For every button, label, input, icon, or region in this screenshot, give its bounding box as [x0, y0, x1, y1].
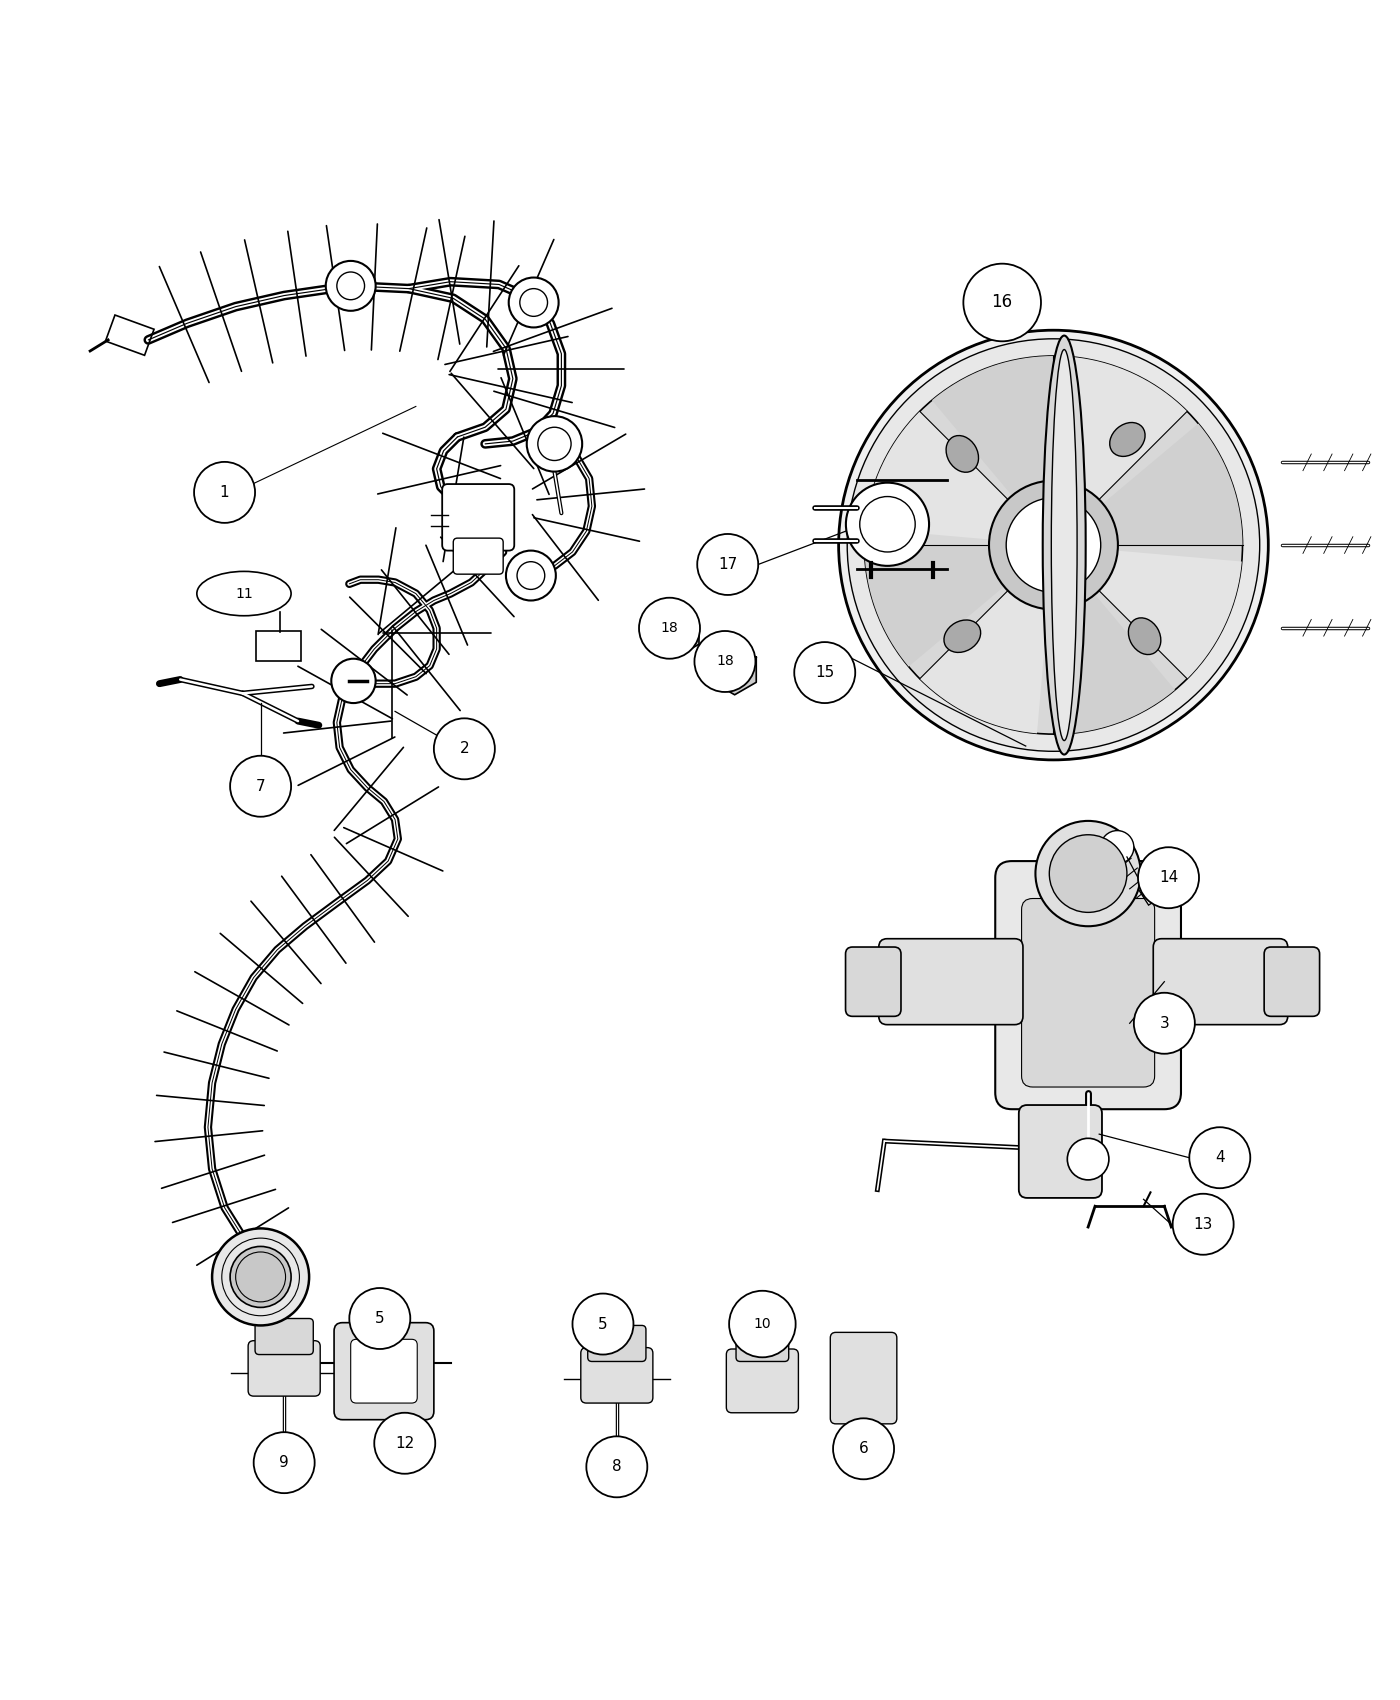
FancyBboxPatch shape: [727, 1350, 798, 1413]
Circle shape: [374, 1413, 435, 1474]
FancyBboxPatch shape: [830, 1333, 897, 1425]
Circle shape: [697, 534, 759, 595]
Circle shape: [1134, 993, 1194, 1054]
Circle shape: [729, 1290, 795, 1357]
Ellipse shape: [1051, 350, 1077, 741]
Circle shape: [326, 260, 375, 311]
Circle shape: [1050, 835, 1127, 913]
Text: 16: 16: [991, 294, 1012, 311]
Text: 17: 17: [718, 558, 738, 571]
Circle shape: [526, 416, 582, 471]
Circle shape: [1100, 831, 1134, 864]
FancyBboxPatch shape: [581, 1348, 652, 1402]
Circle shape: [839, 330, 1268, 760]
Polygon shape: [1053, 423, 1243, 546]
Circle shape: [1138, 847, 1198, 908]
Text: 15: 15: [815, 665, 834, 680]
Polygon shape: [932, 355, 1053, 546]
Circle shape: [833, 1418, 895, 1479]
Circle shape: [963, 264, 1042, 342]
Circle shape: [638, 598, 700, 658]
FancyBboxPatch shape: [335, 1323, 434, 1420]
Circle shape: [230, 756, 291, 816]
Circle shape: [847, 338, 1260, 751]
Polygon shape: [865, 411, 1053, 546]
Circle shape: [794, 643, 855, 704]
Text: 13: 13: [1193, 1217, 1212, 1232]
Text: 7: 7: [256, 779, 266, 794]
Circle shape: [1007, 498, 1100, 592]
Circle shape: [846, 483, 930, 566]
Circle shape: [1036, 821, 1141, 927]
Text: 18: 18: [715, 654, 734, 668]
Circle shape: [1189, 1127, 1250, 1188]
FancyBboxPatch shape: [736, 1318, 788, 1362]
Text: 14: 14: [1159, 870, 1179, 886]
FancyBboxPatch shape: [588, 1326, 645, 1362]
FancyBboxPatch shape: [351, 1340, 417, 1402]
Ellipse shape: [1110, 423, 1145, 456]
Polygon shape: [1053, 546, 1242, 678]
Ellipse shape: [197, 571, 291, 615]
Circle shape: [434, 719, 494, 779]
Circle shape: [1067, 1139, 1109, 1180]
Circle shape: [253, 1431, 315, 1493]
Circle shape: [988, 481, 1119, 610]
FancyBboxPatch shape: [442, 484, 514, 551]
Text: 3: 3: [1159, 1017, 1169, 1030]
Ellipse shape: [946, 435, 979, 473]
FancyBboxPatch shape: [846, 947, 902, 1017]
Ellipse shape: [1043, 335, 1085, 755]
Circle shape: [211, 1229, 309, 1326]
Polygon shape: [864, 546, 1053, 666]
Text: 5: 5: [598, 1316, 608, 1331]
Circle shape: [230, 1246, 291, 1307]
Circle shape: [350, 1289, 410, 1350]
Text: 10: 10: [753, 1318, 771, 1331]
FancyBboxPatch shape: [1154, 938, 1288, 1025]
Circle shape: [587, 1436, 647, 1498]
Polygon shape: [713, 644, 756, 695]
FancyBboxPatch shape: [248, 1341, 321, 1396]
FancyBboxPatch shape: [1022, 899, 1155, 1086]
FancyBboxPatch shape: [1019, 1105, 1102, 1198]
FancyBboxPatch shape: [1264, 947, 1320, 1017]
Text: 8: 8: [612, 1459, 622, 1474]
FancyBboxPatch shape: [256, 631, 301, 661]
Ellipse shape: [1128, 617, 1161, 654]
Text: 1: 1: [220, 484, 230, 500]
Polygon shape: [668, 617, 699, 653]
Circle shape: [195, 462, 255, 524]
FancyBboxPatch shape: [255, 1319, 314, 1355]
Circle shape: [864, 355, 1243, 734]
Ellipse shape: [944, 620, 980, 653]
Polygon shape: [920, 546, 1053, 733]
Circle shape: [508, 277, 559, 328]
Circle shape: [1173, 1193, 1233, 1255]
Circle shape: [332, 658, 375, 704]
FancyBboxPatch shape: [879, 938, 1023, 1025]
Text: 18: 18: [661, 620, 679, 636]
Text: 6: 6: [858, 1442, 868, 1457]
Circle shape: [573, 1294, 633, 1355]
Polygon shape: [1053, 546, 1175, 734]
FancyBboxPatch shape: [995, 862, 1182, 1108]
Text: 5: 5: [375, 1311, 385, 1326]
Text: 11: 11: [235, 586, 253, 600]
Text: 9: 9: [279, 1455, 288, 1470]
Circle shape: [694, 631, 756, 692]
Circle shape: [505, 551, 556, 600]
Text: 12: 12: [395, 1436, 414, 1450]
Text: 4: 4: [1215, 1151, 1225, 1164]
Polygon shape: [1053, 357, 1187, 546]
Text: 2: 2: [459, 741, 469, 757]
FancyBboxPatch shape: [454, 539, 503, 575]
